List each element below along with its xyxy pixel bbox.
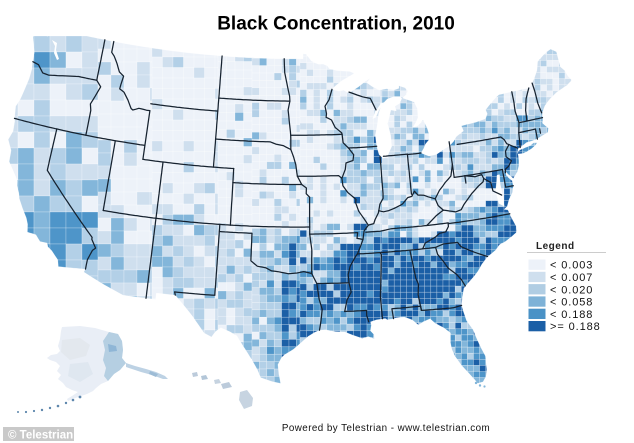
svg-text:< 0.007: < 0.007	[550, 272, 593, 284]
svg-text:Black Concentration, 2010: Black Concentration, 2010	[217, 14, 455, 35]
svg-text:Powered by Telestrian - www.te: Powered by Telestrian - www.telestrian.c…	[282, 423, 490, 434]
svg-text:© Telestrian: © Telestrian	[8, 430, 73, 442]
svg-text:< 0.020: < 0.020	[550, 284, 593, 296]
svg-text:< 0.058: < 0.058	[550, 297, 593, 309]
svg-text:< 0.003: < 0.003	[550, 260, 593, 272]
svg-text:Legend: Legend	[536, 241, 575, 252]
svg-text:< 0.188: < 0.188	[550, 309, 593, 321]
svg-text:>= 0.188: >= 0.188	[550, 321, 601, 333]
